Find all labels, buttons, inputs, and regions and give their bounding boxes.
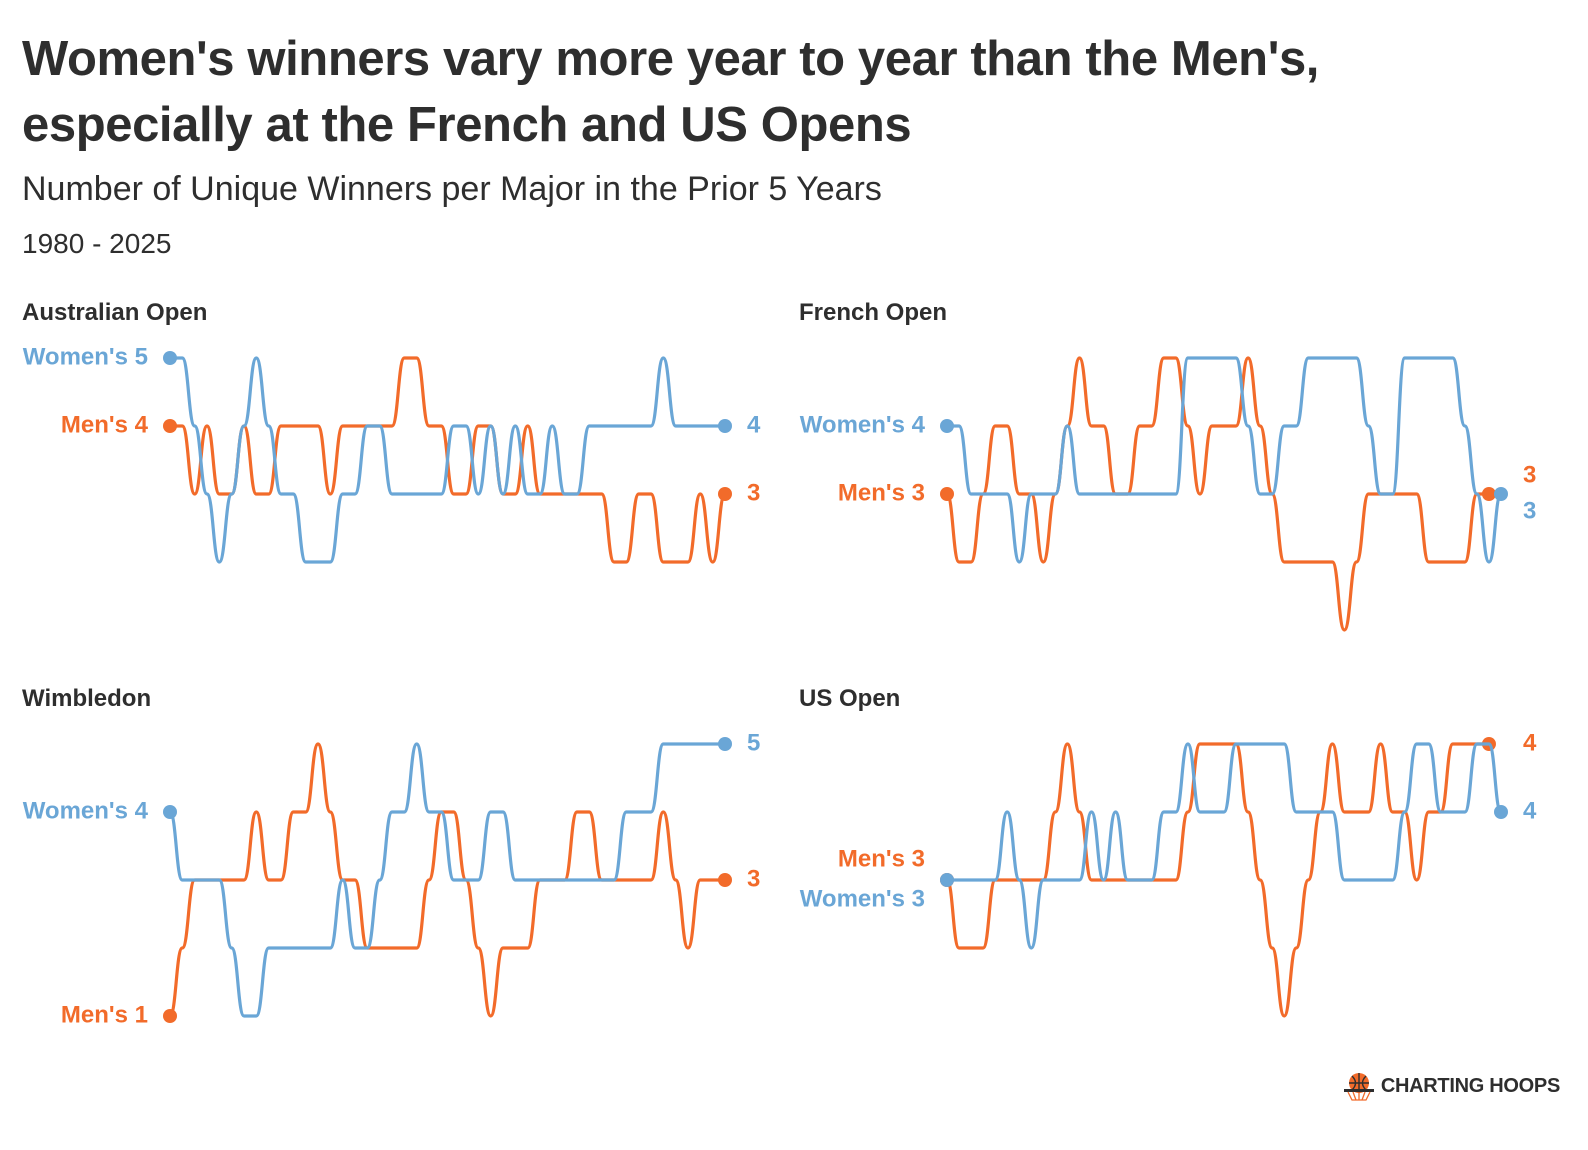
start-label-men-us-open: Men's 3 [838,845,925,872]
start-label-men-french-open: Men's 3 [838,479,925,506]
end-label-men-wimbledon: 3 [747,865,760,892]
start-label-women-wimbledon: Women's 4 [23,797,149,824]
series-line-men-french-open [945,356,1491,632]
end-label-men-french-open: 3 [1523,461,1536,488]
panel-australian-open [163,351,732,564]
start-label-women-us-open: Women's 3 [800,885,925,912]
start-marker-women-wimbledon [163,805,177,819]
start-marker-women-french-open [940,419,954,433]
end-marker-men-french-open [1481,487,1496,501]
end-marker-women-french-open [1494,487,1508,501]
end-label-women-french-open: 3 [1523,497,1536,524]
start-label-women-french-open: Women's 4 [800,411,926,438]
end-label-men-australian-open: 3 [747,479,760,506]
panel-wimbledon [163,737,732,1023]
panel-us-open [940,737,1508,1018]
start-marker-women-us-open [940,873,954,887]
panel-title-australian-open: Australian Open [22,299,208,326]
start-marker-men-australian-open [163,419,177,433]
panel-title-wimbledon: Wimbledon [22,685,152,712]
end-label-women-us-open: 4 [1523,797,1537,824]
chart-title: Women's winners vary more year to year t… [22,32,1320,152]
basketball-hoop-icon [1343,1073,1374,1101]
panel-french-open [940,356,1508,632]
end-marker-men-wimbledon [718,873,732,887]
end-marker-men-australian-open [718,487,732,501]
start-label-women-australian-open: Women's 5 [23,343,148,370]
year-range: 1980 - 2025 [22,228,172,259]
end-label-women-wimbledon: 5 [747,729,760,756]
start-marker-men-french-open [940,487,954,501]
end-marker-women-australian-open [718,419,732,433]
brand-name: CHARTING HOOPS [1380,1074,1560,1097]
start-label-men-australian-open: Men's 4 [61,411,149,438]
series-line-women-australian-open [168,356,727,564]
series-line-men-us-open [945,742,1491,1018]
series-line-women-us-open [945,742,1503,950]
end-label-women-australian-open: 4 [747,411,761,438]
chart-subtitle: Number of Unique Winners per Major in th… [22,170,882,208]
start-marker-women-australian-open [163,351,177,365]
panel-title-french-open: French Open [799,299,948,326]
start-label-men-wimbledon: Men's 1 [61,1001,148,1028]
brand-logo: CHARTING HOOPS [1341,1071,1560,1101]
series-line-women-french-open [945,356,1503,564]
start-marker-men-wimbledon [163,1009,177,1023]
series-line-men-wimbledon [168,742,727,1018]
series-line-women-wimbledon [168,742,727,1018]
end-marker-women-wimbledon [718,737,732,751]
end-marker-women-us-open [1494,805,1508,819]
panel-title-us-open: US Open [799,685,901,712]
end-label-men-us-open: 4 [1523,729,1537,756]
